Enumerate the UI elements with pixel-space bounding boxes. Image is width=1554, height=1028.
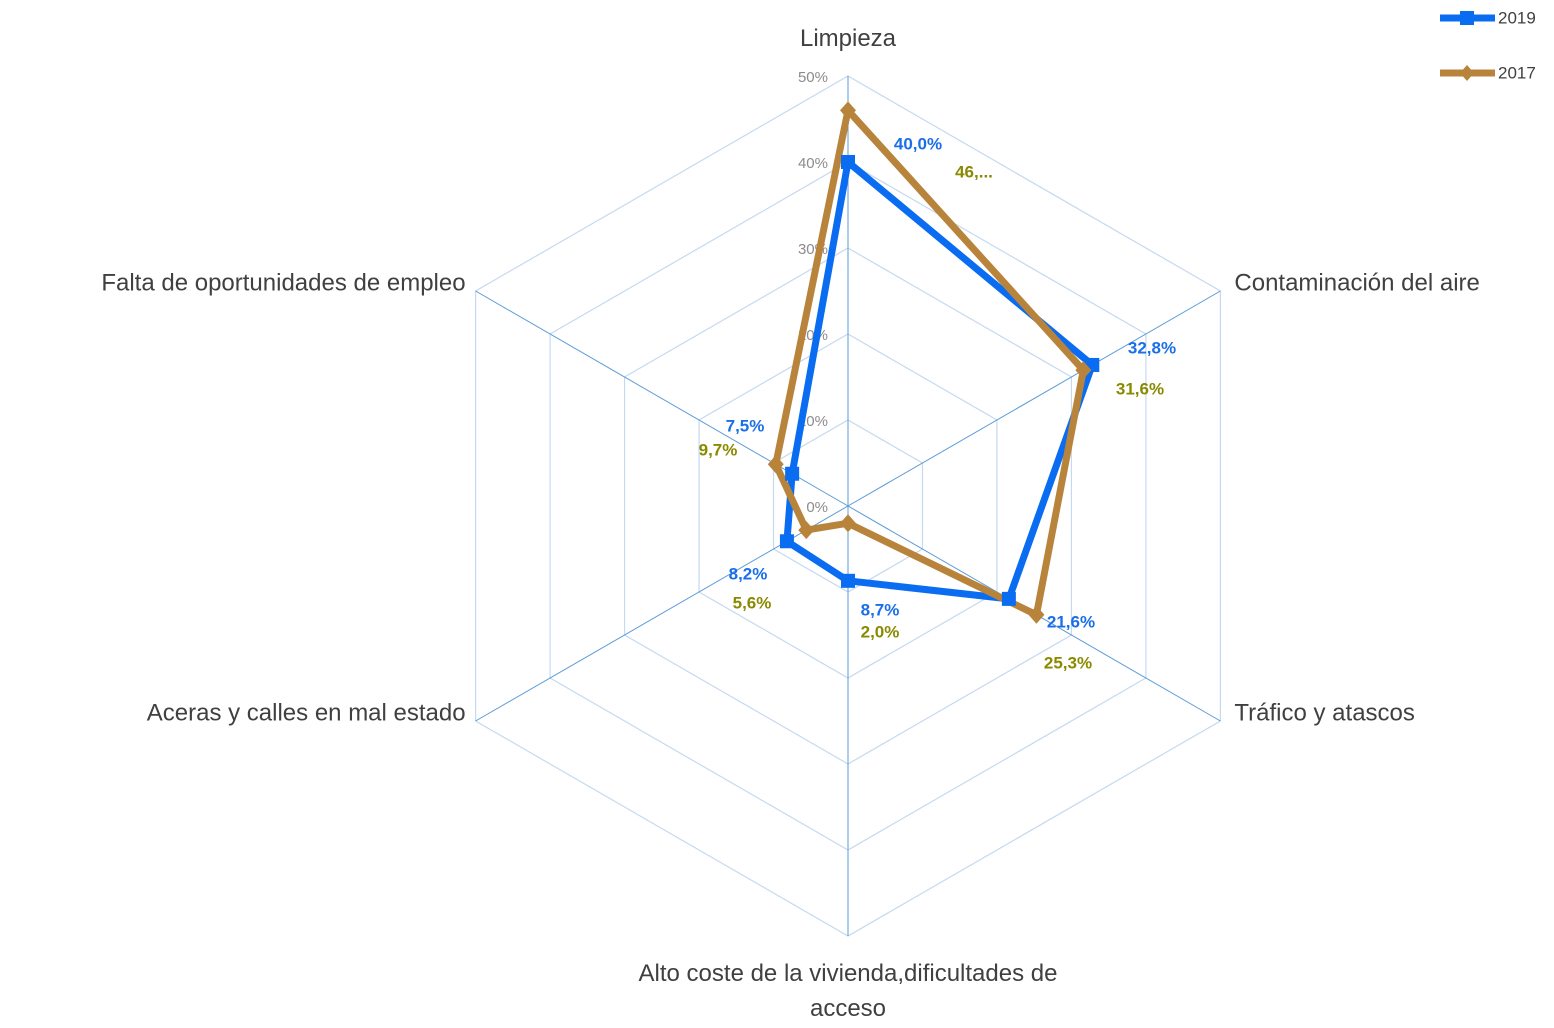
- legend-label: 2019: [1498, 8, 1536, 27]
- data-label: 8,7%: [861, 600, 900, 619]
- series-line: [772, 106, 1087, 619]
- axis-tick-label: 40%: [798, 155, 828, 172]
- marker: [1028, 605, 1045, 624]
- marker: [840, 514, 856, 533]
- legend-marker: [1460, 65, 1474, 81]
- category-label: Aceras y calles en mal estado: [146, 699, 466, 727]
- data-label: 32,8%: [1128, 338, 1176, 357]
- data-label: 2,0%: [861, 622, 900, 641]
- axis-tick-label: 0%: [806, 499, 828, 516]
- marker: [1001, 591, 1016, 606]
- category-label: Contaminación del aire: [1234, 269, 1480, 297]
- spoke: [847, 290, 1221, 507]
- data-label: 9,7%: [699, 440, 738, 459]
- category-label: Tráfico y atascos: [1234, 699, 1415, 727]
- data-label: 7,5%: [726, 416, 765, 435]
- marker: [841, 573, 855, 588]
- series-line: [783, 158, 1096, 603]
- marker: [767, 455, 784, 474]
- legend-marker: [1460, 11, 1474, 25]
- marker: [785, 466, 800, 481]
- data-label: 40,0%: [894, 134, 942, 153]
- marker: [841, 155, 855, 169]
- marker: [798, 521, 815, 540]
- category-label: Falta de oportunidades de empleo: [101, 269, 466, 297]
- data-label: 31,6%: [1116, 379, 1164, 398]
- legend-label: 2017: [1498, 63, 1536, 82]
- data-label: 21,6%: [1047, 612, 1095, 631]
- category-label: Alto coste de la vivienda,dificultades d…: [638, 960, 1058, 1022]
- data-label: 5,6%: [733, 593, 772, 612]
- category-label: Limpieza: [799, 25, 897, 52]
- marker: [1075, 361, 1092, 380]
- marker: [779, 534, 794, 549]
- data-label: 25,3%: [1044, 653, 1092, 672]
- axis-tick-label: 50%: [798, 69, 828, 86]
- data-label: 8,2%: [729, 564, 768, 583]
- data-label: 46,...: [955, 162, 993, 181]
- marker: [840, 101, 856, 120]
